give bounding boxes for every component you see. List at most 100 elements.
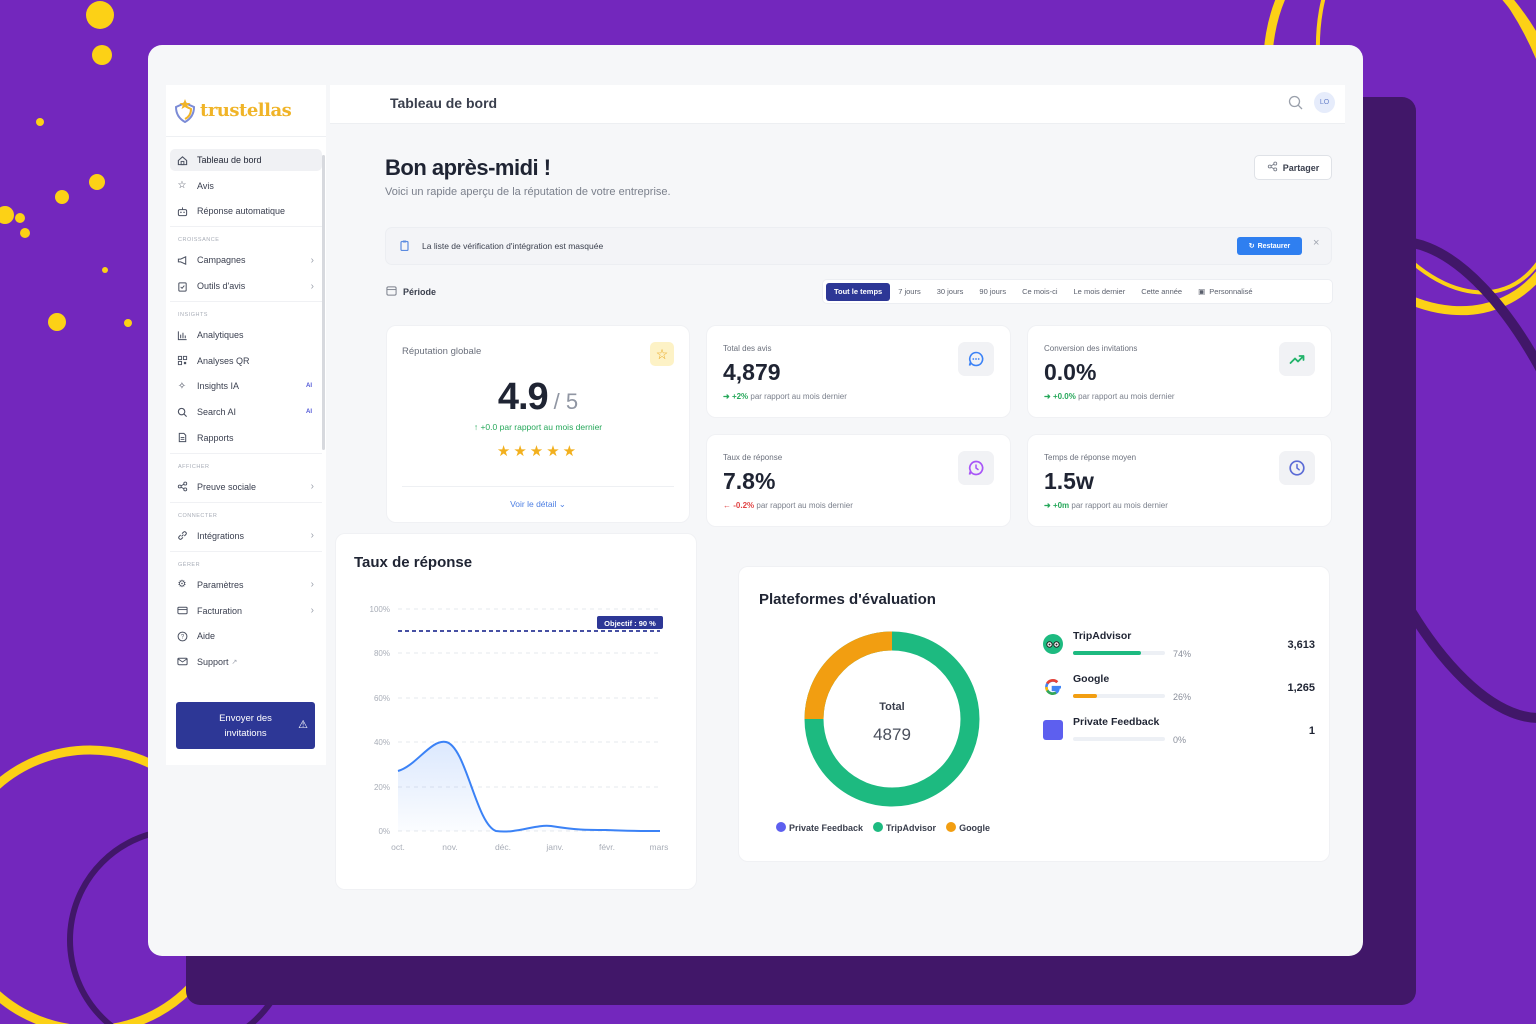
section-heading-manage: GÉRER xyxy=(170,550,322,574)
svg-text:mars: mars xyxy=(650,842,669,852)
period-label: Période xyxy=(386,285,436,298)
section-heading-growth: CROISSANCE xyxy=(170,226,322,249)
sidebar-item-auto-reply[interactable]: Réponse automatique xyxy=(170,200,322,222)
svg-text:?: ? xyxy=(180,634,184,640)
kpi-card-response-rate: Taux de réponse 7.8% ← -0.2% par rapport… xyxy=(706,434,1011,527)
sidebar: trustellas Tableau de bord ☆ Avis Répons… xyxy=(166,85,326,765)
greeting-heading: Bon après-midi ! xyxy=(385,155,551,180)
send-invitations-button[interactable]: Envoyer des invitations ⚠ xyxy=(176,702,315,749)
kpi-label: Conversion des invitations xyxy=(1044,344,1138,353)
tab-90-days[interactable]: 90 jours xyxy=(979,287,1007,296)
brand-logo[interactable]: trustellas xyxy=(166,85,326,137)
search-icon[interactable] xyxy=(1288,95,1303,115)
kpi-card-invite-conversion: Conversion des invitations 0.0% ➜ +0.0% … xyxy=(1027,325,1332,418)
chat-bubble-icon xyxy=(958,342,994,376)
restore-label: Restaurer xyxy=(1257,242,1291,250)
warning-icon: ⚠ xyxy=(298,719,308,731)
sidebar-item-reports[interactable]: Rapports xyxy=(170,427,322,449)
sidebar-item-search-ai[interactable]: Search AI AI xyxy=(170,401,322,423)
close-icon[interactable]: × xyxy=(1313,237,1320,249)
sidebar-item-reviews[interactable]: ☆ Avis xyxy=(170,175,322,197)
kpi-label: Temps de réponse moyen xyxy=(1044,453,1137,462)
kpi-delta-value: -0.2% xyxy=(733,501,755,510)
tab-custom[interactable]: ▣ Personnalisé xyxy=(1190,283,1260,301)
sidebar-item-support[interactable]: Support ↗ xyxy=(170,651,322,673)
platform-count: 1,265 xyxy=(1287,682,1315,694)
platforms-donut-chart: Total 4879 xyxy=(804,631,980,807)
sidebar-item-campaigns[interactable]: Campagnes › xyxy=(170,249,322,271)
nav-label: Tableau de bord xyxy=(197,155,262,165)
nav-label: Rapports xyxy=(197,432,234,443)
donut-legend: Private Feedback TripAdvisor Google xyxy=(776,822,990,833)
nav-label: Facturation xyxy=(197,605,243,616)
gear-icon: ⚙ xyxy=(177,579,187,591)
kpi-delta-value: +2% xyxy=(731,392,749,401)
user-avatar[interactable]: LO xyxy=(1314,92,1335,113)
tab-30-days[interactable]: 30 jours xyxy=(936,287,964,296)
svg-text:20%: 20% xyxy=(374,783,390,792)
response-rate-chart-card: Taux de réponse 100% 80% 60% 40% 20% 0% xyxy=(335,533,697,890)
app-window: trustellas Tableau de bord ☆ Avis Répons… xyxy=(148,45,1363,956)
tab-7-days[interactable]: 7 jours xyxy=(898,287,921,296)
platform-progress xyxy=(1073,651,1165,655)
document-icon xyxy=(176,432,188,444)
chevron-right-icon: › xyxy=(310,579,314,591)
tab-this-month[interactable]: Ce mois-ci xyxy=(1022,287,1058,296)
donut-center-label: Total xyxy=(879,701,904,713)
sidebar-item-social-proof[interactable]: Preuve sociale › xyxy=(170,476,322,498)
share-label: Partager xyxy=(1282,162,1320,173)
tab-all-time[interactable]: Tout le temps xyxy=(826,282,891,301)
platform-row-tripadvisor[interactable]: TripAdvisor 74% 3,613 xyxy=(1043,630,1315,672)
sparkle-icon: ✧ xyxy=(177,380,187,392)
platform-progress xyxy=(1073,694,1165,698)
kpi-label: Total des avis xyxy=(723,344,772,353)
share-button[interactable]: Partager xyxy=(1254,155,1332,180)
response-rate-line-chart: 100% 80% 60% 40% 20% 0% Objectif : 90 % xyxy=(370,605,669,852)
sidebar-item-ai-insights[interactable]: ✧ Insights IA AI xyxy=(170,375,322,397)
ai-badge: AI xyxy=(306,409,312,416)
view-detail-link[interactable]: Voir le détail ⌄ xyxy=(510,499,566,509)
help-icon: ? xyxy=(176,630,188,642)
kpi-value: 0.0% xyxy=(1044,359,1097,385)
google-logo-icon xyxy=(1045,679,1061,695)
sidebar-item-billing[interactable]: Facturation › xyxy=(170,600,322,622)
sidebar-item-help[interactable]: ? Aide xyxy=(170,625,322,647)
legend-private-feedback[interactable]: Private Feedback xyxy=(776,822,863,833)
home-icon xyxy=(176,154,188,166)
restore-button[interactable]: ↻ Restaurer xyxy=(1237,237,1302,255)
brand-name: trustellas xyxy=(200,100,292,121)
sidebar-scrollbar[interactable] xyxy=(322,155,325,450)
nav-label: Analytiques xyxy=(197,330,244,341)
nav-label: Search AI xyxy=(197,407,237,418)
calendar-icon: ▣ xyxy=(1198,287,1206,296)
tab-custom-label: Personnalisé xyxy=(1209,287,1253,296)
platform-row-google[interactable]: Google 26% 1,265 xyxy=(1043,673,1315,715)
share-icon xyxy=(1267,161,1278,174)
kpi-delta-suffix: par rapport au mois dernier xyxy=(1075,392,1175,401)
legend-tripadvisor[interactable]: TripAdvisor xyxy=(873,822,936,833)
platform-row-private-feedback[interactable]: Private Feedback 0% 1 xyxy=(1043,716,1315,758)
nav-label: Aide xyxy=(197,631,216,642)
tripadvisor-logo-icon xyxy=(1043,634,1063,654)
kpi-delta: ← -0.2% par rapport au mois dernier xyxy=(723,501,853,510)
svg-text:oct.: oct. xyxy=(391,842,405,852)
sidebar-item-dashboard[interactable]: Tableau de bord xyxy=(170,149,322,171)
nav-label: Outils d'avis xyxy=(197,281,246,292)
search-icon xyxy=(176,406,188,418)
platform-name: Private Feedback xyxy=(1073,716,1160,728)
tab-last-month[interactable]: Le mois dernier xyxy=(1073,287,1126,296)
sidebar-item-integrations[interactable]: Intégrations › xyxy=(170,525,322,547)
sidebar-item-qr-analytics[interactable]: Analyses QR xyxy=(170,350,322,372)
robot-icon xyxy=(176,205,188,217)
nav-list: Tableau de bord ☆ Avis Réponse automatiq… xyxy=(166,137,326,673)
rating-value: 4.9 xyxy=(497,376,549,418)
kpi-delta-suffix: par rapport au mois dernier xyxy=(1069,501,1168,510)
kpi-label: Taux de réponse xyxy=(723,453,783,462)
tab-this-year[interactable]: Cette année xyxy=(1141,287,1183,296)
sidebar-item-review-tools[interactable]: Outils d'avis › xyxy=(170,275,322,297)
legend-google[interactable]: Google xyxy=(946,822,990,833)
sidebar-item-settings[interactable]: ⚙ Paramètres › xyxy=(170,574,322,596)
sidebar-item-analytics[interactable]: Analytiques xyxy=(170,324,322,346)
svg-text:60%: 60% xyxy=(374,694,390,703)
qr-icon xyxy=(176,355,188,367)
